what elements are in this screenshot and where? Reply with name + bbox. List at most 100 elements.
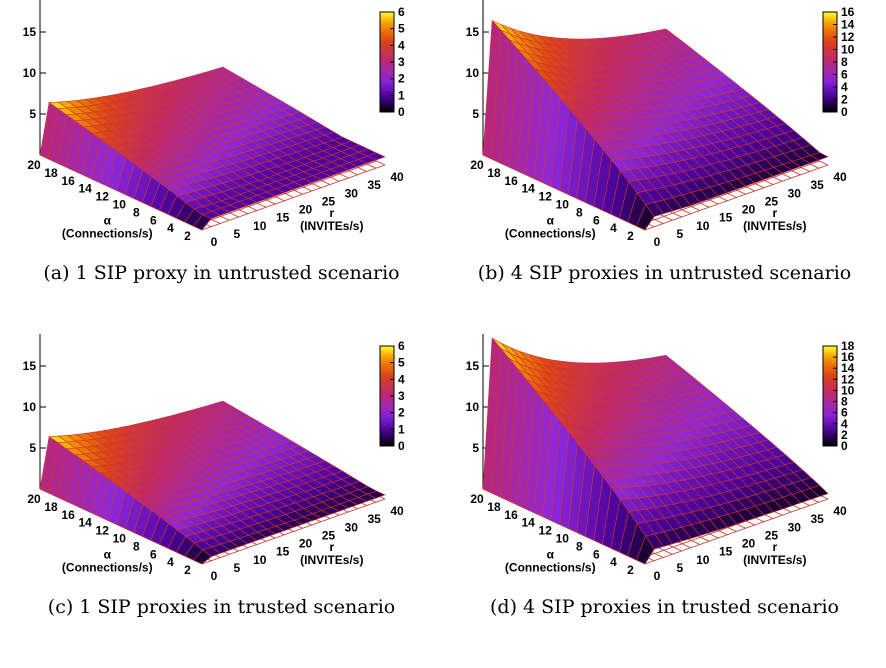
y-axis-label-units: (INVITEs/s) — [300, 219, 363, 233]
z-tick-label: 5 — [472, 441, 479, 455]
surface-mesh — [482, 19, 829, 231]
colorbar-tick-label: 6 — [398, 339, 405, 353]
caption-a: (a) 1 SIP proxy in untrusted scenario — [43, 262, 400, 284]
y-tick-label: 25 — [322, 528, 336, 542]
colorbar-tick-label: 4 — [398, 38, 405, 52]
y-tick-label: 5 — [234, 561, 241, 575]
y-tick-label: 40 — [390, 504, 404, 518]
y-tick-label: 20 — [742, 537, 756, 551]
x-tick-label: 14 — [78, 516, 92, 530]
surface-patch — [482, 19, 502, 160]
y-tick-label: 0 — [211, 569, 218, 583]
colorbar-tick-label: 4 — [398, 372, 405, 386]
y-tick-label: 0 — [654, 569, 661, 583]
x-tick-label: 18 — [487, 166, 501, 180]
y-tick-label: 5 — [677, 561, 684, 575]
x-tick-label: 20 — [27, 492, 41, 506]
z-tick-label: 5 — [29, 441, 36, 455]
colorbar-tick-label: 0 — [841, 105, 848, 119]
colorbar-tick-label: 0 — [398, 105, 405, 119]
z-tick-label: 15 — [23, 359, 37, 373]
x-tick-label: 2 — [184, 229, 191, 243]
z-tick-label: 5 — [29, 107, 36, 121]
x-axis-label: α — [104, 547, 112, 561]
y-tick-label: 0 — [654, 235, 661, 249]
x-tick-label: 12 — [539, 190, 553, 204]
colorbar-tick-label: 8 — [841, 55, 848, 69]
surface-patch — [39, 102, 59, 160]
x-tick-label: 20 — [470, 158, 484, 172]
caption-b: (b) 4 SIP proxies in untrusted scenario — [477, 262, 852, 284]
x-tick-label: 16 — [61, 508, 75, 522]
x-tick-label: 4 — [167, 221, 174, 235]
z-tick-label: 10 — [23, 400, 37, 414]
y-tick-label: 40 — [833, 504, 847, 518]
colorbar-tick-label: 6 — [841, 406, 848, 420]
x-tick-label: 18 — [44, 166, 58, 180]
caption-c: (c) 1 SIP proxies in trusted scenario — [47, 596, 396, 618]
x-axis-label-units: (Connections/s) — [505, 560, 596, 574]
x-tick-label: 18 — [44, 500, 58, 514]
x-tick-label: 10 — [113, 197, 127, 211]
z-tick-label: 10 — [23, 66, 37, 80]
x-tick-label: 14 — [78, 182, 92, 196]
x-tick-label: 12 — [96, 524, 110, 538]
y-axis-label: r — [329, 206, 334, 220]
y-tick-label: 5 — [234, 227, 241, 241]
y-tick-label: 35 — [367, 512, 381, 526]
x-tick-label: 4 — [610, 555, 617, 569]
x-tick-label: 2 — [627, 229, 634, 243]
x-tick-label: 6 — [150, 213, 157, 227]
x-tick-label: 8 — [576, 539, 583, 553]
x-tick-label: 20 — [470, 492, 484, 506]
y-axis-label-units: (INVITEs/s) — [743, 219, 806, 233]
y-tick-label: 20 — [299, 537, 313, 551]
x-tick-label: 10 — [556, 197, 570, 211]
colorbar-tick-label: 4 — [841, 417, 848, 431]
colorbar-tick-label: 5 — [398, 22, 405, 36]
x-axis-label-units: (Connections/s) — [505, 226, 596, 240]
y-axis-label: r — [329, 540, 334, 554]
y-tick-label: 5 — [677, 227, 684, 241]
surface-mesh — [39, 400, 386, 565]
colorbar-tick-label: 16 — [841, 350, 855, 364]
x-tick-label: 8 — [133, 539, 140, 553]
colorbar-tick-label: 1 — [398, 88, 405, 102]
x-tick-label: 2 — [184, 563, 191, 577]
x-tick-label: 2 — [627, 563, 634, 577]
x-tick-label: 4 — [610, 221, 617, 235]
x-tick-label: 4 — [167, 555, 174, 569]
colorbar-tick-label: 12 — [841, 30, 855, 44]
y-tick-label: 30 — [788, 186, 802, 200]
z-tick-label: 5 — [472, 107, 479, 121]
x-tick-label: 16 — [504, 174, 518, 188]
colorbar-tick-label: 2 — [398, 72, 405, 86]
y-tick-label: 15 — [276, 545, 290, 559]
panel-a: 5101520Avg delay (s)2018161412108642α(Co… — [0, 0, 443, 334]
colorbar-tick-label: 12 — [841, 372, 855, 386]
colorbar-tick-label: 14 — [841, 361, 855, 375]
y-tick-label: 35 — [810, 178, 824, 192]
y-tick-label: 30 — [788, 520, 802, 534]
x-tick-label: 6 — [593, 547, 600, 561]
surface-mesh — [39, 66, 386, 231]
y-tick-label: 30 — [345, 520, 359, 534]
y-tick-label: 35 — [810, 512, 824, 526]
x-tick-label: 10 — [113, 531, 127, 545]
colorbar-tick-label: 10 — [841, 43, 855, 57]
x-tick-label: 18 — [487, 500, 501, 514]
y-tick-label: 40 — [833, 170, 847, 184]
x-tick-label: 16 — [61, 174, 75, 188]
x-axis-label: α — [104, 213, 112, 227]
y-tick-label: 15 — [276, 211, 290, 225]
surface-plot-a: 5101520Avg delay (s)2018161412108642α(Co… — [23, 0, 405, 249]
colorbar-tick-label: 5 — [398, 356, 405, 370]
colorbar-tick-label: 3 — [398, 55, 405, 69]
y-tick-label: 0 — [211, 235, 218, 249]
y-axis-label: r — [772, 540, 777, 554]
panel-b: 5101520Avg delay (s)2018161412108642α(Co… — [443, 0, 886, 334]
z-tick-label: 10 — [466, 400, 480, 414]
colorbar-tick-label: 0 — [398, 439, 405, 453]
z-tick-label: 15 — [466, 359, 480, 373]
y-axis-label-units: (INVITEs/s) — [743, 553, 806, 567]
